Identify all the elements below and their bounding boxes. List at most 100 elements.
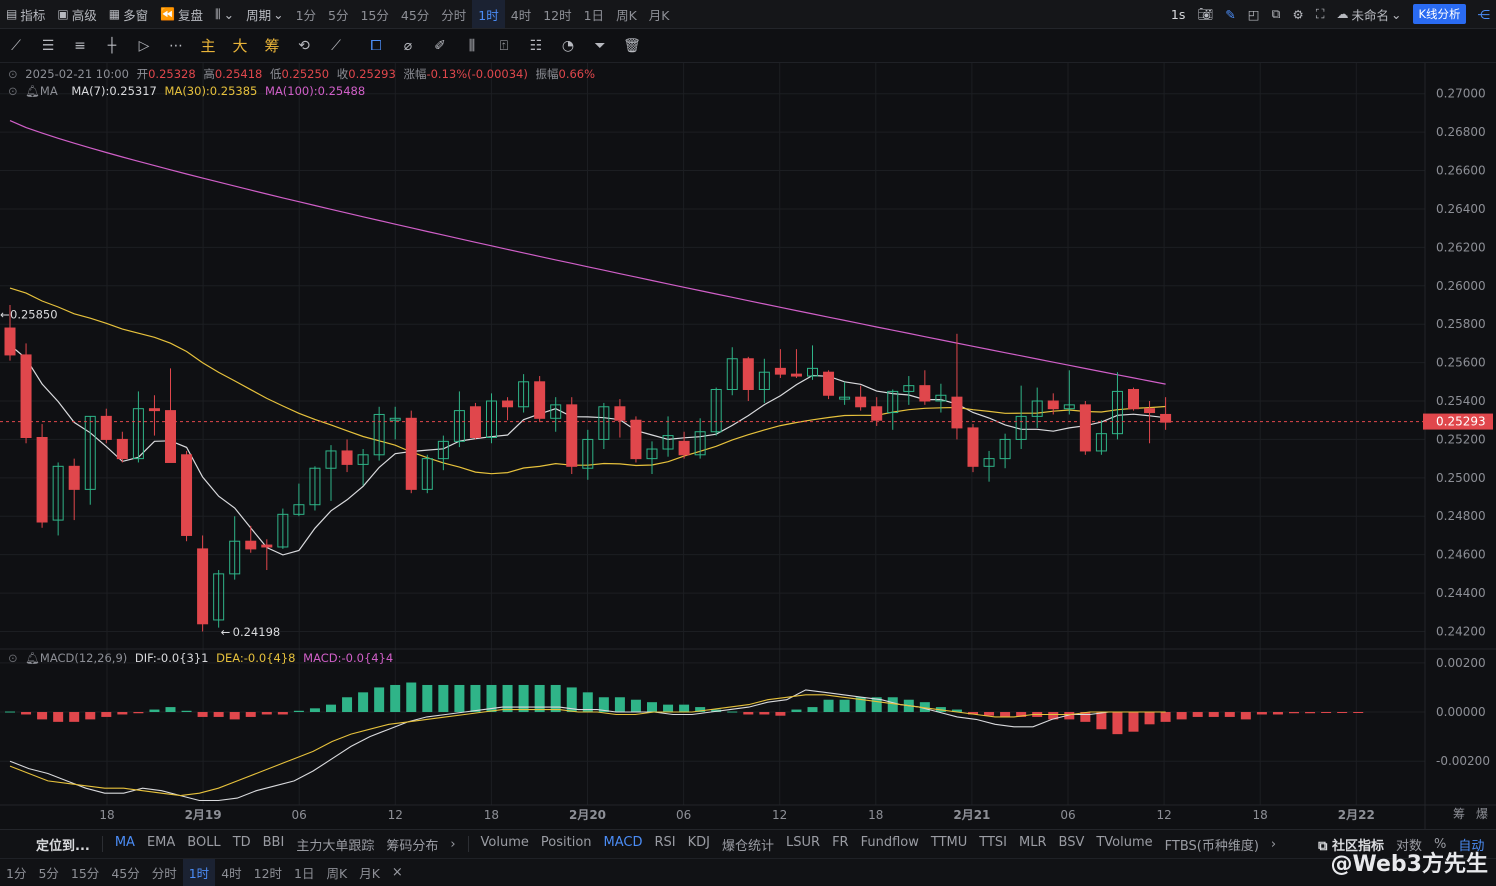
bottom-interval-tab-0[interactable]: 1分	[0, 859, 32, 886]
interval-tab-3[interactable]: 45分	[395, 0, 435, 28]
bottom-interval-tab-5[interactable]: 1时	[183, 859, 215, 886]
interval-tab-10[interactable]: 月K	[643, 0, 676, 28]
brush-icon[interactable]: ✐	[424, 29, 456, 63]
lock-icon[interactable]: ⍐	[488, 29, 520, 63]
fullscreen-icon[interactable]: ⛶	[1310, 0, 1331, 28]
candle-compare-icon[interactable]: ⫼	[456, 29, 488, 63]
bottom-interval-tab-10[interactable]: 月K	[353, 859, 386, 886]
chevron-right-icon[interactable]: ›	[1265, 837, 1282, 852]
camera-icon[interactable]: 📷︎	[1191, 0, 1219, 28]
sub-tab-2[interactable]: MACD	[598, 835, 649, 854]
interval-tab-1[interactable]: 5分	[322, 0, 354, 28]
interval-tab-9[interactable]: 周K	[610, 0, 643, 28]
interval-tab-7[interactable]: 12时	[537, 0, 577, 28]
select-icon[interactable]: ⧠	[360, 29, 392, 63]
main-tab-6[interactable]: 筹码分布	[380, 835, 444, 854]
bottom-interval-tab-4[interactable]: 分时	[146, 859, 183, 886]
chevron-right-icon[interactable]: ›	[444, 837, 461, 852]
sub-tab-13[interactable]: TVolume	[1090, 835, 1158, 854]
ruler-icon[interactable]: ⌀	[392, 29, 424, 63]
bottom-interval-tab-2[interactable]: 15分	[65, 859, 105, 886]
sub-tab-9[interactable]: TTMU	[925, 835, 973, 854]
chip-label[interactable]: 筹	[1453, 807, 1465, 821]
interval-tab-0[interactable]: 1分	[290, 0, 322, 28]
comment-icon[interactable]: ◰	[1242, 0, 1266, 28]
measure-icon[interactable]: ⟋	[320, 29, 352, 63]
bottom-interval-tab-8[interactable]: 1日	[288, 859, 320, 886]
save-icon[interactable]: ⧉	[1266, 0, 1287, 28]
pattern-icon[interactable]: ▷	[128, 29, 160, 63]
bell-icon[interactable]: 🔔︎	[25, 84, 40, 98]
parallel-lines-icon[interactable]: ≡	[64, 29, 96, 63]
macd-bar	[1305, 712, 1315, 713]
candle-body	[567, 405, 577, 466]
filter-icon[interactable]: ⏷	[584, 29, 616, 63]
bottom-interval-tab-6[interactable]: 4时	[215, 859, 247, 886]
main-tab-4[interactable]: BBI	[257, 835, 291, 854]
trendline-icon[interactable]: ⟋	[0, 29, 32, 63]
interval-tab-5[interactable]: 1时	[472, 0, 504, 28]
main-tab-0[interactable]: MA	[109, 835, 141, 854]
chart-canvas[interactable]: 0.270000.268000.266000.264000.262000.260…	[0, 63, 1496, 829]
interval-tab-2[interactable]: 15分	[354, 0, 394, 28]
eraser-icon[interactable]: ◔	[552, 29, 584, 63]
macd-name: MACD(12,26,9)	[40, 651, 127, 665]
sub-tab-4[interactable]: KDJ	[682, 835, 716, 854]
kline-analysis-button[interactable]: K线分析	[1413, 4, 1465, 24]
main-tab-2[interactable]: BOLL	[181, 835, 226, 854]
settings-icon[interactable]: ⚙	[1286, 0, 1309, 28]
magnet-icon[interactable]: ⟲	[288, 29, 320, 63]
collapse-icon[interactable]: ⊙	[8, 67, 18, 81]
chart-type-button[interactable]: ⫼⌄	[209, 0, 240, 28]
price-tick-label: 0.25000	[1436, 471, 1486, 485]
advanced-button[interactable]: ▣高级	[51, 0, 102, 28]
indicator-button[interactable]: ▤指标	[0, 0, 51, 28]
period-dropdown[interactable]: 周期⌄	[240, 0, 290, 28]
interval-tab-4[interactable]: 分时	[435, 0, 472, 28]
macd-bar	[214, 712, 224, 717]
main-tab-1[interactable]: EMA	[141, 835, 181, 854]
chip-tool[interactable]: 筹	[256, 29, 288, 63]
sub-tab-7[interactable]: FR	[826, 835, 855, 854]
bottom-interval-tab-9[interactable]: 周K	[321, 859, 354, 886]
sub-tab-6[interactable]: LSUR	[780, 835, 826, 854]
sub-tab-8[interactable]: Fundflow	[855, 835, 925, 854]
collapse-icon[interactable]: ⊙	[8, 84, 18, 98]
explode-label[interactable]: 爆	[1476, 807, 1488, 821]
share-icon[interactable]: ⋲	[1472, 0, 1496, 28]
horizontal-line-icon[interactable]: ┼	[96, 29, 128, 63]
bottom-interval-tab-1[interactable]: 5分	[32, 859, 64, 886]
sub-tab-14[interactable]: FTBS(币种维度)	[1159, 835, 1265, 854]
sub-tab-5[interactable]: 爆仓统计	[716, 835, 780, 854]
sub-tab-12[interactable]: BSV	[1053, 835, 1091, 854]
sub-tab-1[interactable]: Position	[535, 835, 598, 854]
candle-body	[920, 386, 930, 401]
bottom-interval-tab-3[interactable]: 45分	[105, 859, 145, 886]
more-tools-icon[interactable]: ⋯	[160, 29, 192, 63]
sub-tab-3[interactable]: RSI	[649, 835, 682, 854]
close-icon[interactable]: ×	[386, 865, 409, 880]
main-tab-3[interactable]: TD	[227, 835, 257, 854]
trash-icon[interactable]: 🗑︎	[616, 29, 648, 63]
replay-button[interactable]: ⏪复盘	[154, 0, 209, 28]
bottom-interval-tab-7[interactable]: 12时	[248, 859, 288, 886]
collapse-icon[interactable]: ⊙	[8, 651, 18, 665]
macd-bar	[117, 712, 127, 714]
sub-tab-11[interactable]: MLR	[1013, 835, 1053, 854]
bell-icon[interactable]: 🔔︎	[25, 651, 40, 665]
multi-window-button[interactable]: ▦多窗	[103, 0, 154, 28]
fib-icon[interactable]: ☰	[32, 29, 64, 63]
main-tab-5[interactable]: 主力大单跟踪	[290, 835, 380, 854]
sub-tab-10[interactable]: TTSI	[973, 835, 1013, 854]
sub-tab-0[interactable]: Volume	[475, 835, 535, 854]
candle-body	[1129, 389, 1139, 408]
interval-tab-8[interactable]: 1日	[578, 0, 610, 28]
main-force-tool[interactable]: 主	[192, 29, 224, 63]
interval-tab-6[interactable]: 4时	[505, 0, 537, 28]
pen-icon[interactable]: ✎	[1219, 0, 1241, 28]
refresh-rate[interactable]: 1s	[1165, 0, 1191, 28]
note-icon[interactable]: ☷	[520, 29, 552, 63]
locate-button[interactable]: 定位到...	[30, 835, 96, 854]
big-order-tool[interactable]: 大	[224, 29, 256, 63]
layout-dropdown[interactable]: ☁未命名⌄	[1330, 0, 1407, 28]
